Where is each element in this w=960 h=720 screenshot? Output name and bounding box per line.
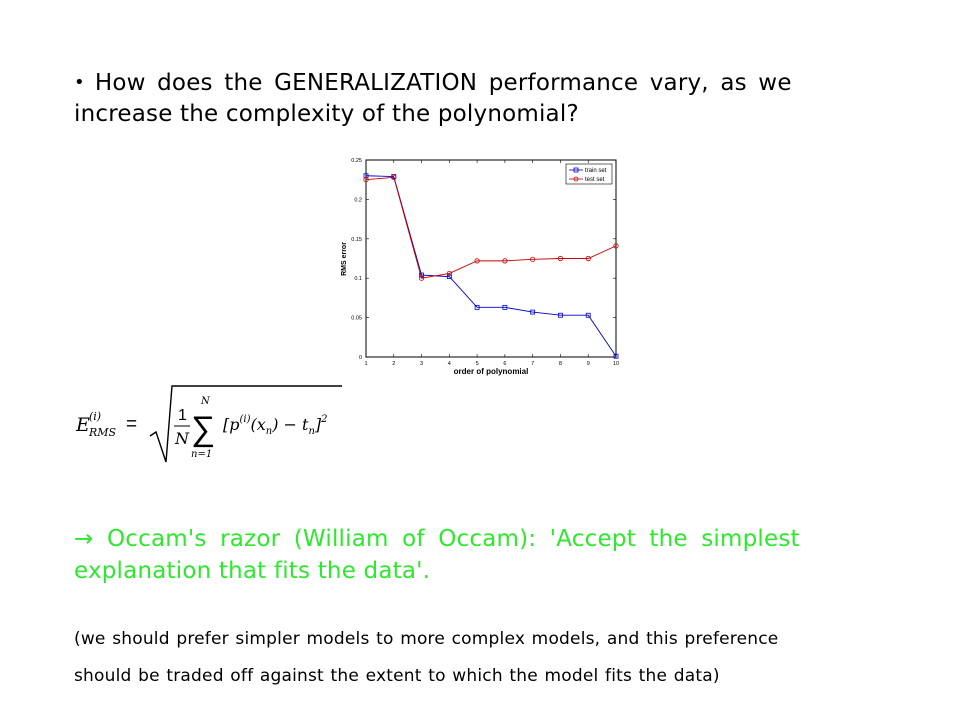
summand-superscript: (i): [239, 414, 250, 425]
y-tick-label-0.05: 0.05: [351, 316, 362, 322]
x-tick-label-8: 8: [559, 361, 562, 367]
x-subscript: n: [266, 426, 272, 437]
rms-error-chart: 1 2 3 4 5 6 7 8 9 10 0 0.05 0.1 0.15 0.2 0.25 order of…: [341, 158, 619, 376]
y-tick-label-0: 0: [359, 355, 362, 361]
y-tick-label-0.25: 0.25: [351, 158, 362, 164]
y-tick-label-0.15: 0.15: [351, 237, 362, 243]
y-axis-label: RMS error: [341, 242, 348, 276]
summand-p: [p: [223, 415, 239, 434]
x-tick-label-6: 6: [503, 361, 506, 367]
point-test-set-1: [363, 177, 369, 183]
x-tick-label-1: 1: [364, 361, 367, 367]
series-lines: [365, 175, 617, 357]
legend-marker-test: [573, 176, 579, 182]
question-line-1: • How does the GENERALIZATION performance…: [74, 70, 792, 96]
occam-line-1: → Occam's razor (William of Occam): 'Acc…: [74, 526, 800, 552]
legend: train set test set: [565, 163, 613, 185]
point-test-set-2: [391, 174, 397, 180]
summand-close: ]: [314, 415, 322, 434]
formula-lhs-superscript: (i): [89, 410, 101, 423]
fraction-numerator: 1: [178, 407, 187, 424]
exponent: 2: [320, 414, 327, 425]
point-train-set-6: [502, 304, 508, 310]
legend-marker-train: [573, 167, 579, 173]
point-train-set-8: [558, 312, 563, 318]
legend-label-test: test set: [585, 177, 605, 183]
x-tick-label-4: 4: [448, 361, 451, 367]
formula-lhs-subscript: RMS: [88, 426, 117, 439]
sum-lower: n=1: [191, 449, 212, 460]
formula-lhs: E: [75, 414, 90, 436]
point-test-set-4: [446, 270, 452, 277]
y-tick-label-0.1: 0.1: [354, 276, 362, 282]
x-ticks: 1 2 3 4 5 6 7 8 9 10: [364, 160, 619, 367]
x-tick-label-7: 7: [531, 361, 534, 367]
point-train-set-4: [446, 274, 452, 280]
point-train-set-9: [585, 312, 591, 318]
x-axis-label: order of polynomial: [454, 367, 529, 376]
x-tick-label-5: 5: [476, 361, 479, 367]
point-train-set-10: [613, 353, 619, 359]
point-test-set-3: [418, 275, 425, 281]
question-line-2: increase the complexity of the polynomia…: [74, 101, 579, 127]
formula-equals: =: [126, 414, 137, 435]
sum-upper: N: [200, 396, 211, 407]
bullet: •: [74, 72, 85, 93]
sum-symbol: ∑: [191, 410, 215, 448]
point-train-set-5: [474, 304, 480, 310]
point-test-set-9: [585, 255, 591, 262]
point-test-set-5: [474, 258, 480, 264]
point-train-set-3: [419, 272, 424, 278]
series-line-test-set: [365, 176, 617, 279]
y-tick-label-0.2: 0.2: [354, 197, 362, 203]
x-tick-label-9: 9: [587, 361, 590, 367]
x-tick-label-2: 2: [392, 361, 395, 367]
summand: [p(i)(xn) − tn]2: [223, 414, 328, 437]
sqrt-symbol: [149, 385, 342, 463]
fraction-denominator: N: [174, 429, 190, 448]
question-text-1: How does the GENERALIZATION performance …: [94, 70, 792, 96]
occam-line-2: explanation that fits the data'.: [74, 558, 431, 584]
note-line-1: (we should prefer simpler models to more…: [74, 629, 779, 649]
point-test-set-10: [613, 243, 619, 249]
y-ticks: 0 0.05 0.1 0.15 0.2 0.25: [351, 158, 616, 361]
point-test-set-6: [502, 258, 508, 264]
note-line-2: should be traded off against the extent …: [74, 666, 720, 686]
legend-label-train: train set: [585, 168, 607, 174]
rms-formula: E (i) RMS = 1 N N ∑ n=1 [p(i)(xn) − tn]2: [75, 385, 342, 463]
series-markers: [363, 173, 619, 359]
x-tick-label-10: 10: [613, 361, 619, 367]
summand-minus: ) − t: [271, 415, 309, 434]
point-train-set-7: [530, 309, 536, 315]
series-line-train-set: [365, 175, 617, 357]
x-tick-label-3: 3: [420, 361, 423, 367]
point-test-set-8: [557, 255, 564, 262]
point-test-set-7: [530, 256, 536, 262]
summand-x: (x: [251, 415, 266, 434]
t-subscript: n: [308, 426, 314, 437]
